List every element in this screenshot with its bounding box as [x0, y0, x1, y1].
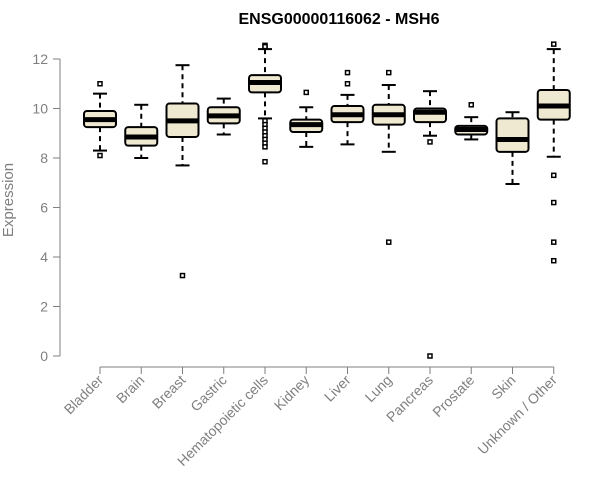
x-tick-label: Bladder [61, 372, 107, 418]
outlier-point [262, 43, 268, 50]
x-tick-label: Prostate [429, 372, 477, 420]
x-tick-label: Liver [321, 372, 354, 405]
box-group [413, 90, 447, 359]
box-group [330, 69, 365, 146]
box [495, 117, 530, 153]
outlier-point [427, 353, 433, 359]
y-tick-label: 10 [32, 101, 48, 117]
outlier-point [179, 272, 186, 279]
y-tick-label: 6 [40, 200, 48, 216]
box-group [206, 97, 241, 136]
outlier-point [551, 239, 557, 245]
box-group [536, 41, 571, 264]
outlier-point [303, 89, 309, 96]
x-tick-label: Skin [488, 372, 519, 403]
outlier-point [427, 139, 433, 145]
outlier-point [344, 81, 351, 87]
outlier-point [97, 81, 103, 87]
outlier-point [386, 69, 392, 76]
outlier-point [551, 41, 557, 47]
outlier-point [262, 144, 268, 150]
outlier-point [468, 102, 474, 108]
outlier-point [551, 199, 557, 206]
box-group [83, 81, 117, 159]
y-axis-label: Expression [0, 163, 17, 237]
y-tick-label: 4 [40, 249, 48, 265]
box-group [165, 64, 200, 279]
outlier-point [344, 69, 351, 76]
box-group [495, 111, 530, 185]
y-tick-label: 2 [40, 299, 48, 315]
x-tick-label: Breast [149, 372, 189, 412]
y-tick-label: 0 [40, 348, 48, 364]
outlier-point [97, 152, 103, 159]
y-tick-label: 8 [40, 150, 48, 166]
y-tick-label: 12 [32, 51, 48, 67]
box-group [248, 42, 282, 165]
y-axis: 0 2 4 6 8 10 12 [32, 51, 61, 364]
box-group [124, 103, 159, 159]
box-group [371, 69, 406, 245]
x-tick-label: Brain [113, 372, 147, 406]
box-group [454, 102, 489, 141]
x-tick-label: Kidney [271, 372, 313, 414]
chart-title: ENSG00000116062 - MSH6 [238, 11, 439, 28]
plot-area [83, 41, 571, 359]
outlier-point [262, 158, 268, 165]
outlier-point [551, 257, 557, 264]
outlier-point [386, 239, 392, 245]
box-group [289, 89, 324, 148]
outlier-point [551, 172, 557, 179]
x-tick-label: Lung [362, 372, 395, 405]
